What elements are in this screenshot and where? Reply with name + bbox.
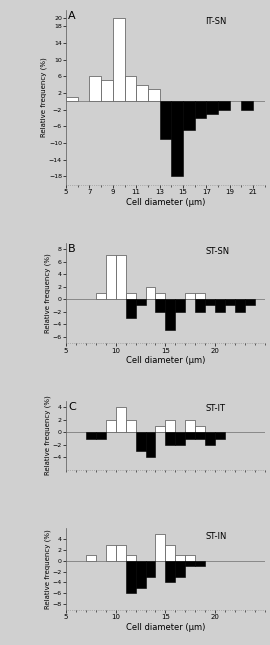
Bar <box>116 408 126 433</box>
Bar <box>171 101 183 176</box>
Bar <box>165 433 175 445</box>
Bar <box>205 299 215 305</box>
Text: ST-IT: ST-IT <box>205 404 225 413</box>
Bar <box>126 561 136 593</box>
Bar <box>148 89 160 101</box>
X-axis label: Cell diameter (μm): Cell diameter (μm) <box>126 198 205 207</box>
Bar <box>136 433 146 451</box>
Bar <box>146 433 156 457</box>
Bar <box>165 544 175 561</box>
Bar <box>116 255 126 299</box>
Bar <box>146 561 156 577</box>
Text: C: C <box>68 402 76 412</box>
Bar <box>195 561 205 566</box>
Bar <box>195 293 205 299</box>
Bar <box>86 433 96 439</box>
Bar <box>245 299 255 305</box>
Bar <box>160 101 171 139</box>
Bar <box>116 544 126 561</box>
Bar <box>126 299 136 318</box>
Text: IT-SN: IT-SN <box>205 17 227 26</box>
Bar <box>96 433 106 439</box>
Bar <box>136 84 148 101</box>
Bar <box>165 299 175 330</box>
Bar <box>124 76 136 101</box>
Bar <box>185 555 195 561</box>
Bar <box>156 426 166 433</box>
X-axis label: Cell diameter (μm): Cell diameter (μm) <box>126 623 205 632</box>
Y-axis label: Relative frequency (%): Relative frequency (%) <box>41 57 48 137</box>
Bar <box>206 101 218 114</box>
Bar <box>106 544 116 561</box>
Y-axis label: Relative frequency (%): Relative frequency (%) <box>45 529 51 609</box>
Bar <box>106 420 116 433</box>
Bar <box>106 255 116 299</box>
Bar <box>215 433 225 439</box>
Bar <box>156 299 166 312</box>
Bar <box>101 81 113 101</box>
Text: A: A <box>68 12 76 21</box>
Bar <box>136 299 146 305</box>
Bar <box>146 286 156 299</box>
Bar <box>165 561 175 582</box>
Bar <box>66 97 78 101</box>
Bar <box>175 561 185 577</box>
Bar <box>185 420 195 433</box>
Bar <box>175 555 185 561</box>
Bar <box>183 101 195 130</box>
Bar <box>96 293 106 299</box>
Text: ST-IN: ST-IN <box>205 531 227 541</box>
Bar <box>185 561 195 566</box>
Bar <box>185 293 195 299</box>
Text: ST-SN: ST-SN <box>205 247 229 256</box>
Bar <box>241 101 253 110</box>
Bar <box>235 299 245 312</box>
Bar <box>89 76 101 101</box>
Bar <box>175 433 185 445</box>
Bar <box>113 18 124 101</box>
Bar <box>126 293 136 299</box>
Bar <box>195 101 206 118</box>
Y-axis label: Relative frequency (%): Relative frequency (%) <box>45 396 51 475</box>
Y-axis label: Relative frequency (%): Relative frequency (%) <box>45 253 51 333</box>
Bar <box>225 299 235 305</box>
X-axis label: Cell diameter (μm): Cell diameter (μm) <box>126 357 205 366</box>
Bar <box>195 426 205 433</box>
Bar <box>195 299 205 312</box>
Bar <box>205 433 215 445</box>
Bar <box>218 101 230 110</box>
Bar <box>185 433 195 439</box>
Bar <box>136 561 146 588</box>
Bar <box>156 293 166 299</box>
Bar <box>195 433 205 439</box>
Text: B: B <box>68 244 76 254</box>
Bar <box>126 420 136 433</box>
Bar <box>215 299 225 312</box>
Bar <box>175 299 185 312</box>
Bar <box>86 555 96 561</box>
Bar <box>126 555 136 561</box>
Bar <box>165 420 175 433</box>
Bar <box>156 534 166 561</box>
